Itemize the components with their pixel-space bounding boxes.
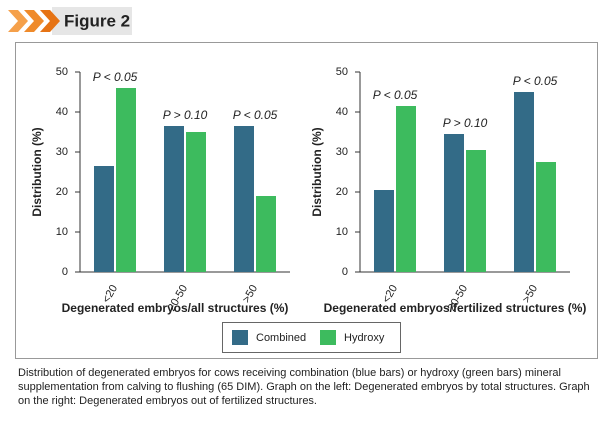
annotation: P < 0.05 <box>373 88 418 102</box>
chart: Figure 2 0 10 20 30 40 50 Distribution (%) Dege… <box>8 7 598 359</box>
annotation: P > 0.10 <box>163 108 208 122</box>
bar <box>116 88 136 272</box>
chevron <box>40 10 60 32</box>
y-tick-label: 40 <box>336 106 348 118</box>
bar <box>164 126 184 272</box>
bar <box>444 134 464 272</box>
legend-swatch <box>232 330 248 345</box>
y-axis-title: Distribution (%) <box>30 127 44 216</box>
header-bg <box>52 7 132 35</box>
annotation: P > 0.10 <box>443 116 488 130</box>
y-tick-label: 10 <box>56 226 68 238</box>
y-tick-label: 30 <box>336 146 348 158</box>
y-tick-label: 20 <box>336 186 348 198</box>
caption: Distribution of degenerated embryos for … <box>18 367 590 407</box>
y-tick-label: 20 <box>56 186 68 198</box>
y-tick-label: 30 <box>56 146 68 158</box>
legend-label: Combined <box>256 332 306 344</box>
legend-label: Hydroxy <box>344 332 385 344</box>
bar <box>514 92 534 272</box>
chevron <box>24 10 44 32</box>
bar <box>536 162 556 272</box>
y-tick-label: 50 <box>56 66 68 78</box>
y-tick-label: 40 <box>56 106 68 118</box>
y-tick-label: 10 <box>336 226 348 238</box>
x-axis-title: Degenerated embryos/all structures (%) <box>62 301 289 315</box>
annotation: P < 0.05 <box>93 70 138 84</box>
bar <box>94 166 114 272</box>
bar <box>396 106 416 272</box>
figure-label: Figure 2 <box>64 11 130 30</box>
y-tick-label: 0 <box>62 266 68 278</box>
bar <box>466 150 486 272</box>
bar <box>186 132 206 272</box>
bar <box>234 126 254 272</box>
annotation: P < 0.05 <box>513 74 558 88</box>
annotation: P < 0.05 <box>233 108 278 122</box>
bar <box>256 196 276 272</box>
y-tick-label: 0 <box>342 266 348 278</box>
legend-swatch <box>320 330 336 345</box>
legend <box>222 322 401 353</box>
chevron <box>8 10 28 32</box>
y-tick-label: 50 <box>336 66 348 78</box>
bar <box>374 190 394 272</box>
x-axis-title: Degenerated embryos/fertilized structure… <box>324 301 587 315</box>
y-axis-title: Distribution (%) <box>310 127 324 216</box>
